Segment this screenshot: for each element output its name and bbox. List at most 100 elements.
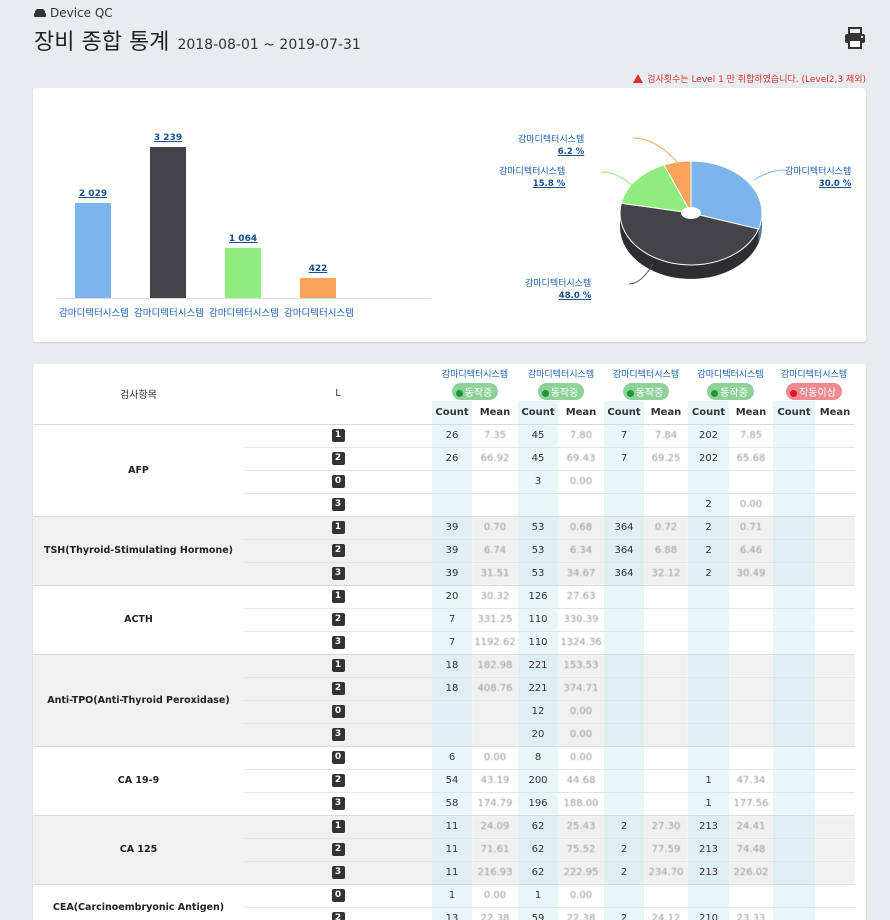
- count-cell: [773, 492, 815, 516]
- count-cell: 6: [432, 745, 472, 769]
- pie-slice-2[interactable]: [619, 202, 760, 266]
- mean-cell: 66.92: [472, 446, 518, 470]
- bar-category-label: 감마디텍터시스템: [59, 308, 129, 319]
- table-row: CA 19-9 0 6 0.00 8 0.00: [33, 745, 855, 815]
- count-cell: 26: [432, 446, 472, 470]
- table-row: Anti-TPO(Anti-Thyroid Peroxidase) 1 18 182.…: [33, 653, 855, 746]
- mean-cell: 69.43: [558, 446, 604, 470]
- count-cell: [604, 768, 644, 792]
- count-cell: 11: [432, 860, 472, 884]
- mean-cell: [644, 653, 688, 677]
- count-cell: [432, 469, 472, 493]
- count-cell: 2: [688, 492, 729, 516]
- mean-cell: [472, 469, 518, 493]
- device-status-text: 동작중: [635, 388, 664, 399]
- count-cell: 364: [604, 538, 644, 562]
- count-cell: 59: [518, 906, 558, 920]
- bar-2[interactable]: [150, 146, 186, 298]
- pie-label-name: 감마디텍터시스템: [525, 279, 592, 289]
- count-cell: 213: [688, 837, 729, 861]
- table-row: 2 7 331.25 110 330.39: [33, 607, 855, 631]
- count-cell: 53: [518, 561, 558, 585]
- mean-cell: [815, 538, 855, 562]
- level-cell: 3: [244, 722, 432, 746]
- mean-cell: [729, 630, 773, 654]
- device-status-text: 작동이상: [799, 388, 836, 399]
- count-cell: 110: [518, 630, 558, 654]
- table-row: 0 12 0.00: [33, 699, 855, 723]
- count-cell: [773, 538, 815, 562]
- count-cell: [773, 653, 815, 677]
- mean-cell: 6.46: [729, 538, 773, 562]
- mean-cell: 71.61: [472, 837, 518, 861]
- device-name[interactable]: 감마디텍터시스템: [612, 370, 680, 380]
- bar-3[interactable]: [225, 248, 261, 298]
- count-cell: [773, 469, 815, 493]
- mean-cell: 7.35: [472, 423, 518, 447]
- device-status-text: 동작중: [720, 388, 748, 399]
- pie-slice-1[interactable]: [690, 160, 763, 230]
- count-cell: [432, 722, 472, 746]
- count-cell: 11: [432, 837, 472, 861]
- status-dot-icon: [626, 390, 634, 397]
- warning-icon: [633, 74, 644, 83]
- device-name[interactable]: 감마디텍터시스템: [527, 370, 595, 380]
- level-cell: 0: [244, 469, 432, 493]
- mean-cell: [644, 469, 688, 493]
- level-cell: 3: [244, 492, 432, 516]
- bar-value-label: 2 029: [78, 189, 108, 200]
- mean-header: Mean: [565, 406, 597, 418]
- level-badge: 3: [331, 498, 345, 511]
- level-cell: 2: [244, 768, 432, 792]
- count-cell: [604, 469, 644, 493]
- bar-1[interactable]: [75, 203, 111, 298]
- pie-chart: [600, 137, 786, 285]
- level-badge: 0: [331, 889, 345, 902]
- count-cell: 7: [432, 630, 472, 654]
- mean-cell: 177.56: [729, 791, 773, 815]
- print-icon[interactable]: [844, 27, 866, 49]
- pie-label-percent: 30.0 %: [818, 179, 852, 189]
- page-title: 장비 종합 통계: [34, 30, 170, 55]
- count-cell: 8: [518, 745, 558, 769]
- status-dot-icon: [541, 390, 549, 397]
- device-status-badge: 동작중: [537, 383, 585, 400]
- mean-header: Mean: [819, 406, 851, 418]
- level-cell: 2: [244, 607, 432, 631]
- mean-cell: 30.49: [729, 561, 773, 585]
- count-cell: 20: [518, 722, 558, 746]
- mean-cell: 0.00: [558, 883, 604, 907]
- pie-label: 감마디텍터시스템 15.8 %: [499, 166, 565, 190]
- mean-cell: 23.33: [729, 906, 773, 920]
- count-cell: [604, 722, 644, 746]
- pie-slice-3[interactable]: [620, 164, 692, 214]
- count-cell: [773, 423, 815, 447]
- count-cell: [688, 469, 729, 493]
- mean-cell: [472, 722, 518, 746]
- app-label: Device QC: [50, 6, 113, 20]
- warning-text: 검사횟수는 Level 1 만 취합하였습니다. (Level2,3 제외): [647, 75, 866, 85]
- mean-cell: 24.12: [644, 906, 688, 920]
- device-name[interactable]: 감마디텍터시스템: [780, 370, 848, 380]
- mean-cell: 75.52: [558, 837, 604, 861]
- count-cell: [688, 883, 729, 907]
- mean-cell: [729, 469, 773, 493]
- level-badge: 1: [331, 429, 345, 442]
- table-row: 2 26 66.92 45 69.43 7 69.25 202 65.68: [33, 446, 855, 470]
- level-badge: 2: [331, 843, 345, 856]
- pie-label-percent: 15.8 %: [532, 179, 566, 189]
- mean-cell: [815, 860, 855, 884]
- device-name[interactable]: 감마디텍터시스템: [697, 370, 764, 380]
- level-cell: 3: [244, 630, 432, 654]
- count-cell: 53: [518, 538, 558, 562]
- device-name[interactable]: 감마디텍터시스템: [441, 370, 509, 380]
- count-cell: 45: [518, 423, 558, 447]
- bar-4[interactable]: [300, 278, 336, 298]
- pie-label-name: 감마디텍터시스템: [785, 167, 852, 177]
- count-cell: 202: [688, 423, 729, 447]
- bar-axis: [57, 298, 431, 299]
- count-cell: [688, 745, 729, 769]
- device-header-1: 감마디텍터시스템 동작중: [432, 364, 518, 401]
- table-row: 3 2 0.00: [33, 492, 855, 516]
